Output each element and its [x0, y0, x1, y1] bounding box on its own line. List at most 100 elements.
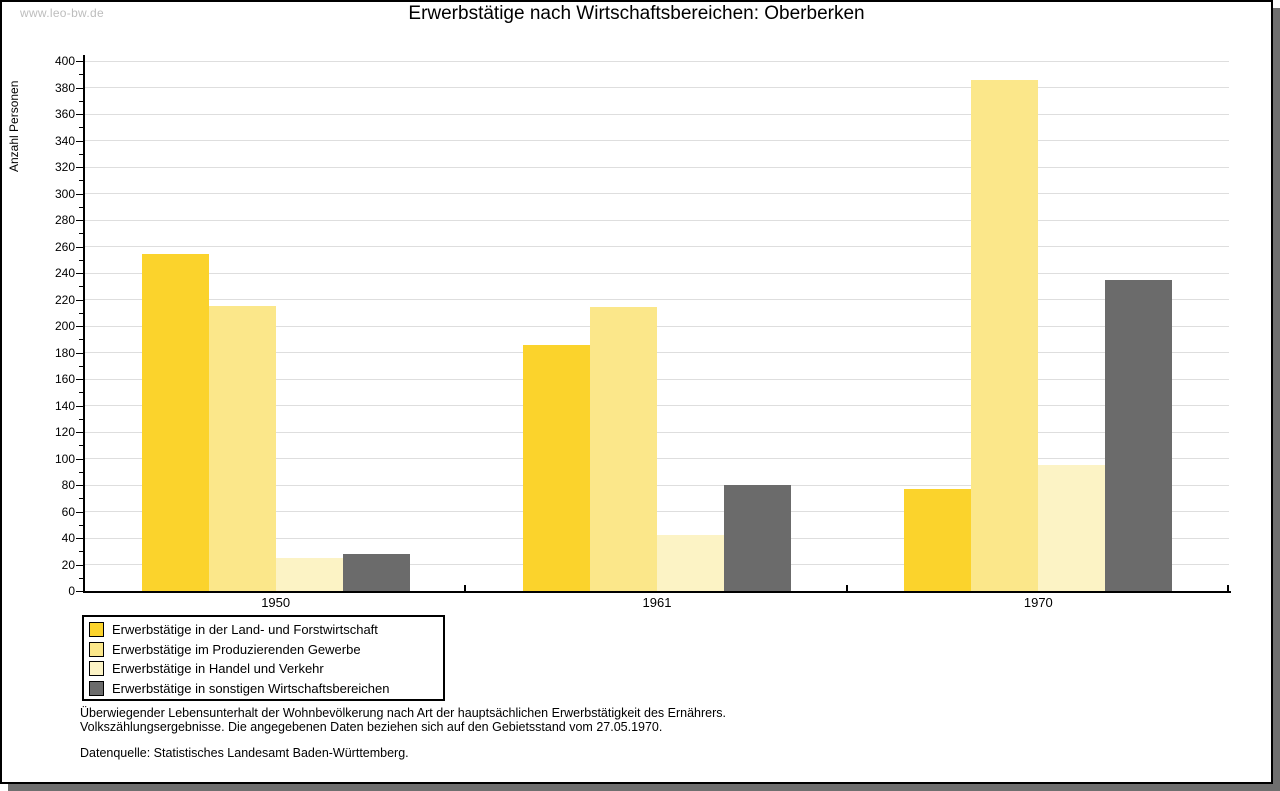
y-tick-major — [76, 61, 83, 62]
gridline — [85, 511, 1229, 512]
gridline — [85, 60, 1229, 62]
y-tick-minor — [79, 74, 83, 76]
legend: Erwerbstätige in der Land- und Forstwirt… — [82, 615, 445, 701]
y-tick-minor — [79, 233, 83, 235]
bar-1961-series-1 — [523, 344, 590, 591]
footer-note-line-2: Volkszählungsergebnisse. Die angegebenen… — [80, 719, 663, 734]
bar-1961-series-4 — [724, 485, 791, 591]
gridline — [85, 352, 1229, 353]
footer-note: Überwiegender Lebensunterhalt der Wohnbe… — [80, 706, 726, 734]
y-tick-label: 80 — [61, 478, 75, 492]
footer-source: Datenquelle: Statistisches Landesamt Bad… — [80, 746, 409, 760]
y-tick-minor — [79, 259, 83, 261]
y-tick-major — [76, 87, 83, 89]
y-tick-minor — [79, 153, 83, 155]
x-axis-tick — [845, 585, 848, 591]
y-tick-label: 280 — [54, 213, 75, 227]
y-tick-major — [76, 220, 83, 221]
y-tick-major — [76, 326, 83, 327]
y-tick-label: 100 — [54, 451, 75, 466]
bar-1961-series-2 — [590, 307, 657, 591]
y-tick-minor — [79, 392, 83, 394]
bar-1970-series-2 — [971, 79, 1039, 591]
legend-swatch — [89, 641, 104, 657]
x-axis-tick — [464, 585, 467, 591]
y-tick-major — [76, 167, 83, 168]
gridline — [85, 219, 1229, 221]
y-tick-major — [76, 432, 83, 433]
y-tick-major — [76, 538, 83, 539]
y-axis-line — [83, 55, 85, 593]
legend-item-label: Erwerbstätige im Produzierenden Gewerbe — [112, 641, 361, 657]
bar-1950-series-4 — [342, 553, 410, 591]
y-tick-major — [76, 193, 83, 195]
y-tick-minor — [79, 471, 83, 473]
legend-item-label: Erwerbstätige in sonstigen Wirtschaftsbe… — [112, 681, 390, 697]
y-tick-minor — [79, 577, 83, 579]
y-tick-label: 400 — [54, 54, 75, 68]
y-tick-label: 20 — [61, 557, 75, 572]
bar-1950-series-3 — [275, 557, 343, 591]
y-tick-major — [76, 591, 83, 592]
gridline — [85, 405, 1229, 406]
bar-1961-series-3 — [657, 535, 724, 591]
y-tick-label: 160 — [54, 372, 75, 386]
y-tick-label: 340 — [54, 133, 75, 148]
y-tick-label: 260 — [54, 239, 75, 254]
footer-note-line-1: Überwiegender Lebensunterhalt der Wohnbe… — [80, 706, 726, 720]
gridline — [85, 431, 1229, 433]
legend-item: Erwerbstätige in sonstigen Wirtschaftsbe… — [84, 679, 443, 699]
legend-item: Erwerbstätige im Produzierenden Gewerbe — [84, 640, 443, 660]
bar-1970-series-1 — [904, 488, 972, 591]
y-tick-label: 180 — [54, 345, 75, 360]
y-tick-major — [76, 405, 83, 407]
x-axis-tick — [1227, 585, 1229, 591]
y-tick-minor — [79, 312, 83, 314]
y-tick-minor — [79, 445, 83, 447]
y-tick-major — [76, 485, 83, 486]
y-tick-major — [76, 352, 83, 354]
y-tick-label: 120 — [54, 425, 75, 439]
y-tick-label: 320 — [54, 160, 75, 174]
y-tick-label: 40 — [61, 531, 75, 545]
gridline — [85, 87, 1229, 88]
gridline — [85, 484, 1229, 486]
y-tick-label: 220 — [54, 292, 75, 307]
x-axis-label: 1950 — [261, 595, 291, 610]
bar-1970-series-4 — [1105, 279, 1173, 591]
y-tick-minor — [79, 498, 83, 500]
y-tick-minor — [79, 127, 83, 129]
legend-item: Erwerbstätige in der Land- und Forstwirt… — [84, 620, 443, 640]
x-axis-label: 1970 — [1023, 595, 1053, 610]
y-tick-minor — [79, 365, 83, 367]
legend-item-label: Erwerbstätige in Handel und Verkehr — [112, 661, 324, 677]
y-axis-title: Anzahl Personen — [7, 80, 21, 172]
y-tick-minor — [79, 286, 83, 288]
gridline — [85, 299, 1229, 300]
gridline — [85, 113, 1229, 115]
y-tick-label: 380 — [54, 80, 75, 95]
y-tick-label: 140 — [54, 398, 75, 413]
y-tick-major — [76, 458, 83, 460]
y-tick-label: 360 — [54, 107, 75, 121]
plot-area — [85, 60, 1229, 591]
y-tick-major — [76, 246, 83, 248]
y-tick-minor — [79, 100, 83, 102]
gridline — [85, 140, 1229, 141]
y-tick-major — [76, 273, 83, 274]
gridline — [85, 272, 1229, 274]
bar-1970-series-3 — [1038, 465, 1106, 591]
legend-item: Erwerbstätige in Handel und Verkehr — [84, 659, 443, 679]
y-tick-major — [76, 114, 83, 115]
y-tick-minor — [79, 551, 83, 553]
legend-swatch — [89, 681, 104, 697]
y-tick-label: 200 — [54, 319, 75, 333]
legend-item-label: Erwerbstätige in der Land- und Forstwirt… — [112, 622, 378, 638]
y-tick-minor — [79, 418, 83, 420]
legend-swatch — [89, 622, 104, 638]
bar-1950-series-2 — [208, 306, 276, 591]
y-tick-label: 0 — [68, 584, 75, 598]
y-tick-label: 60 — [61, 504, 75, 519]
gridline — [85, 193, 1229, 194]
